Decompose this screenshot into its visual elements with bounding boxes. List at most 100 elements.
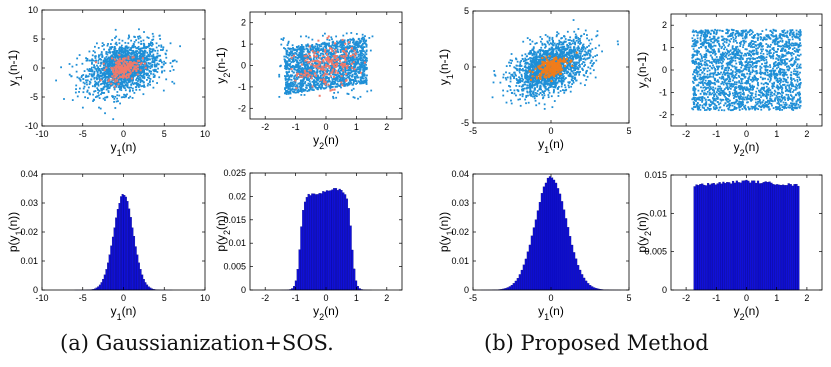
scatter-point <box>133 82 136 84</box>
scatter-point <box>536 90 539 92</box>
scatter-point <box>333 48 336 50</box>
scatter-point <box>102 80 105 83</box>
overlay-point <box>340 75 343 78</box>
scatter-point <box>308 67 311 69</box>
scatter-point <box>97 88 99 91</box>
scatter-point <box>305 45 308 48</box>
scatter-point <box>80 76 83 79</box>
scatter-point <box>509 64 511 67</box>
overlay-point <box>332 75 335 78</box>
scatter-point <box>365 81 368 84</box>
scatter-point <box>88 83 91 86</box>
scatter-point <box>547 96 550 99</box>
scatter-point <box>311 89 314 91</box>
scatter-point <box>91 62 93 65</box>
scatter-point <box>341 43 344 46</box>
scatter-point <box>151 39 154 41</box>
scatter-point <box>556 31 559 34</box>
scatter-point <box>294 56 297 58</box>
scatter-point <box>118 88 121 91</box>
scatter-point <box>537 51 540 54</box>
scatter-point <box>122 47 125 50</box>
scatter-point <box>354 80 357 82</box>
scatter-point <box>311 48 314 51</box>
scatter-point <box>96 78 98 81</box>
scatter-point <box>331 52 334 55</box>
scatter-point <box>140 42 143 45</box>
overlay-point <box>117 63 120 66</box>
scatter-point <box>355 40 358 43</box>
scatter-point <box>294 85 297 88</box>
scatter-point <box>562 53 564 56</box>
scatter-point <box>111 95 114 97</box>
scatter-point <box>283 47 285 49</box>
overlay-point <box>321 68 324 71</box>
overlay-point <box>336 71 339 74</box>
scatter-point <box>299 56 302 59</box>
scatter-point <box>117 100 119 103</box>
scatter-point <box>299 73 301 76</box>
scatter-point <box>312 70 315 73</box>
scatter-point <box>348 67 351 70</box>
scatter-point <box>153 70 156 73</box>
scatter-point <box>99 71 102 73</box>
scatter-point <box>94 57 97 59</box>
scatter-point <box>303 65 306 68</box>
scatter-point <box>305 35 308 38</box>
scatter-point <box>532 47 535 50</box>
scatter-point <box>142 42 145 45</box>
scatter-point <box>94 51 96 54</box>
scatter-point <box>144 56 147 59</box>
scatter-point <box>99 70 102 72</box>
scatter-point <box>337 91 339 94</box>
x-tick-label: -5 <box>79 129 87 139</box>
scatter-point <box>120 57 123 59</box>
scatter-point <box>526 74 529 77</box>
scatter-point <box>354 60 357 63</box>
scatter-point <box>278 73 281 76</box>
scatter-point <box>292 84 295 87</box>
scatter-point <box>90 59 93 62</box>
scatter-point <box>359 40 362 43</box>
scatter-point <box>361 76 364 78</box>
scatter-point <box>108 69 110 71</box>
scatter-point <box>102 59 105 62</box>
scatter-point <box>292 46 294 49</box>
scatter-point <box>112 53 115 55</box>
scatter-point <box>356 58 359 61</box>
scatter-point <box>345 77 348 80</box>
scatter-point <box>342 74 345 77</box>
scatter-point <box>127 42 130 45</box>
scatter-point <box>304 57 307 60</box>
scatter-point <box>102 92 105 94</box>
scatter-point <box>105 52 108 55</box>
scatter-point <box>285 93 288 95</box>
scatter-point <box>149 78 152 80</box>
scatter-point <box>555 50 558 52</box>
scatter-point <box>303 72 305 74</box>
scatter-point <box>353 45 356 48</box>
scatter-point <box>134 36 136 38</box>
scatter-point <box>290 89 292 92</box>
overlay-point <box>114 68 117 71</box>
scatter-point <box>347 63 349 65</box>
scatter-point <box>326 68 329 71</box>
scatter-point <box>106 44 109 47</box>
overlay-point <box>118 60 121 63</box>
scatter-point <box>127 71 129 74</box>
scatter-point <box>142 85 145 88</box>
scatter-point <box>354 70 357 73</box>
scatter-point <box>136 53 139 56</box>
scatter-point <box>575 67 578 70</box>
overlay-point <box>327 35 330 38</box>
scatter-point <box>349 58 352 61</box>
scatter-point <box>118 55 121 58</box>
scatter-point <box>523 72 526 75</box>
scatter-point <box>164 62 167 65</box>
scatter-point <box>108 83 111 86</box>
scatter-point <box>109 68 112 71</box>
scatter-point <box>105 88 108 91</box>
scatter-point <box>134 45 137 48</box>
scatter-point <box>312 50 315 52</box>
scatter-point <box>350 65 353 68</box>
